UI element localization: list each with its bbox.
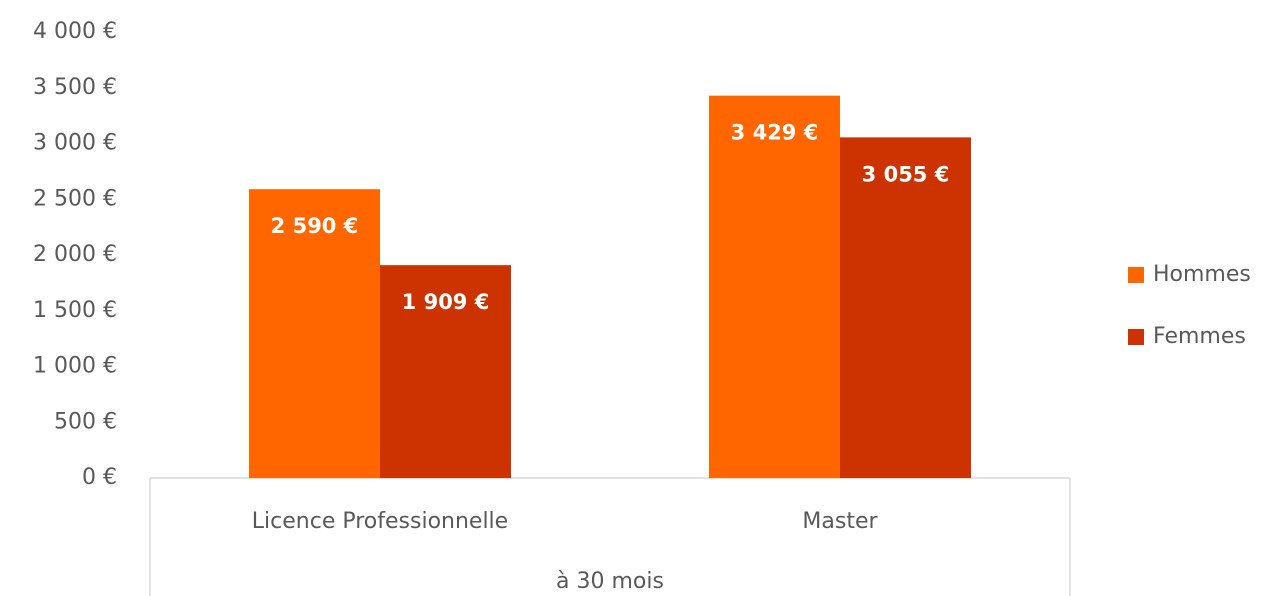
- value-label: 1 909 €: [402, 290, 490, 314]
- value-label: 3 429 €: [731, 121, 819, 145]
- y-tick-label: 2 000 €: [33, 242, 117, 267]
- legend-label: Hommes: [1153, 262, 1251, 287]
- bar: [249, 189, 380, 478]
- x-group-label: à 30 mois: [556, 569, 664, 594]
- bar: [709, 95, 840, 478]
- y-tick-label: 3 000 €: [33, 131, 117, 156]
- legend-label: Femmes: [1153, 324, 1246, 349]
- y-tick-label: 3 500 €: [33, 75, 117, 100]
- legend-swatch: [1128, 329, 1144, 345]
- y-tick-label: 0 €: [82, 465, 117, 490]
- x-tick-label: Master: [802, 509, 878, 534]
- value-label: 3 055 €: [862, 162, 950, 186]
- y-tick-label: 2 500 €: [33, 186, 117, 211]
- y-tick-label: 500 €: [54, 409, 117, 434]
- x-tick-label: Licence Professionnelle: [252, 509, 508, 534]
- y-tick-label: 4 000 €: [33, 19, 117, 44]
- legend-swatch: [1128, 267, 1144, 283]
- y-tick-label: 1 500 €: [33, 298, 117, 323]
- bar: [840, 137, 971, 478]
- bar: [380, 265, 511, 478]
- value-label: 2 590 €: [271, 214, 359, 238]
- y-tick-label: 1 000 €: [33, 354, 117, 379]
